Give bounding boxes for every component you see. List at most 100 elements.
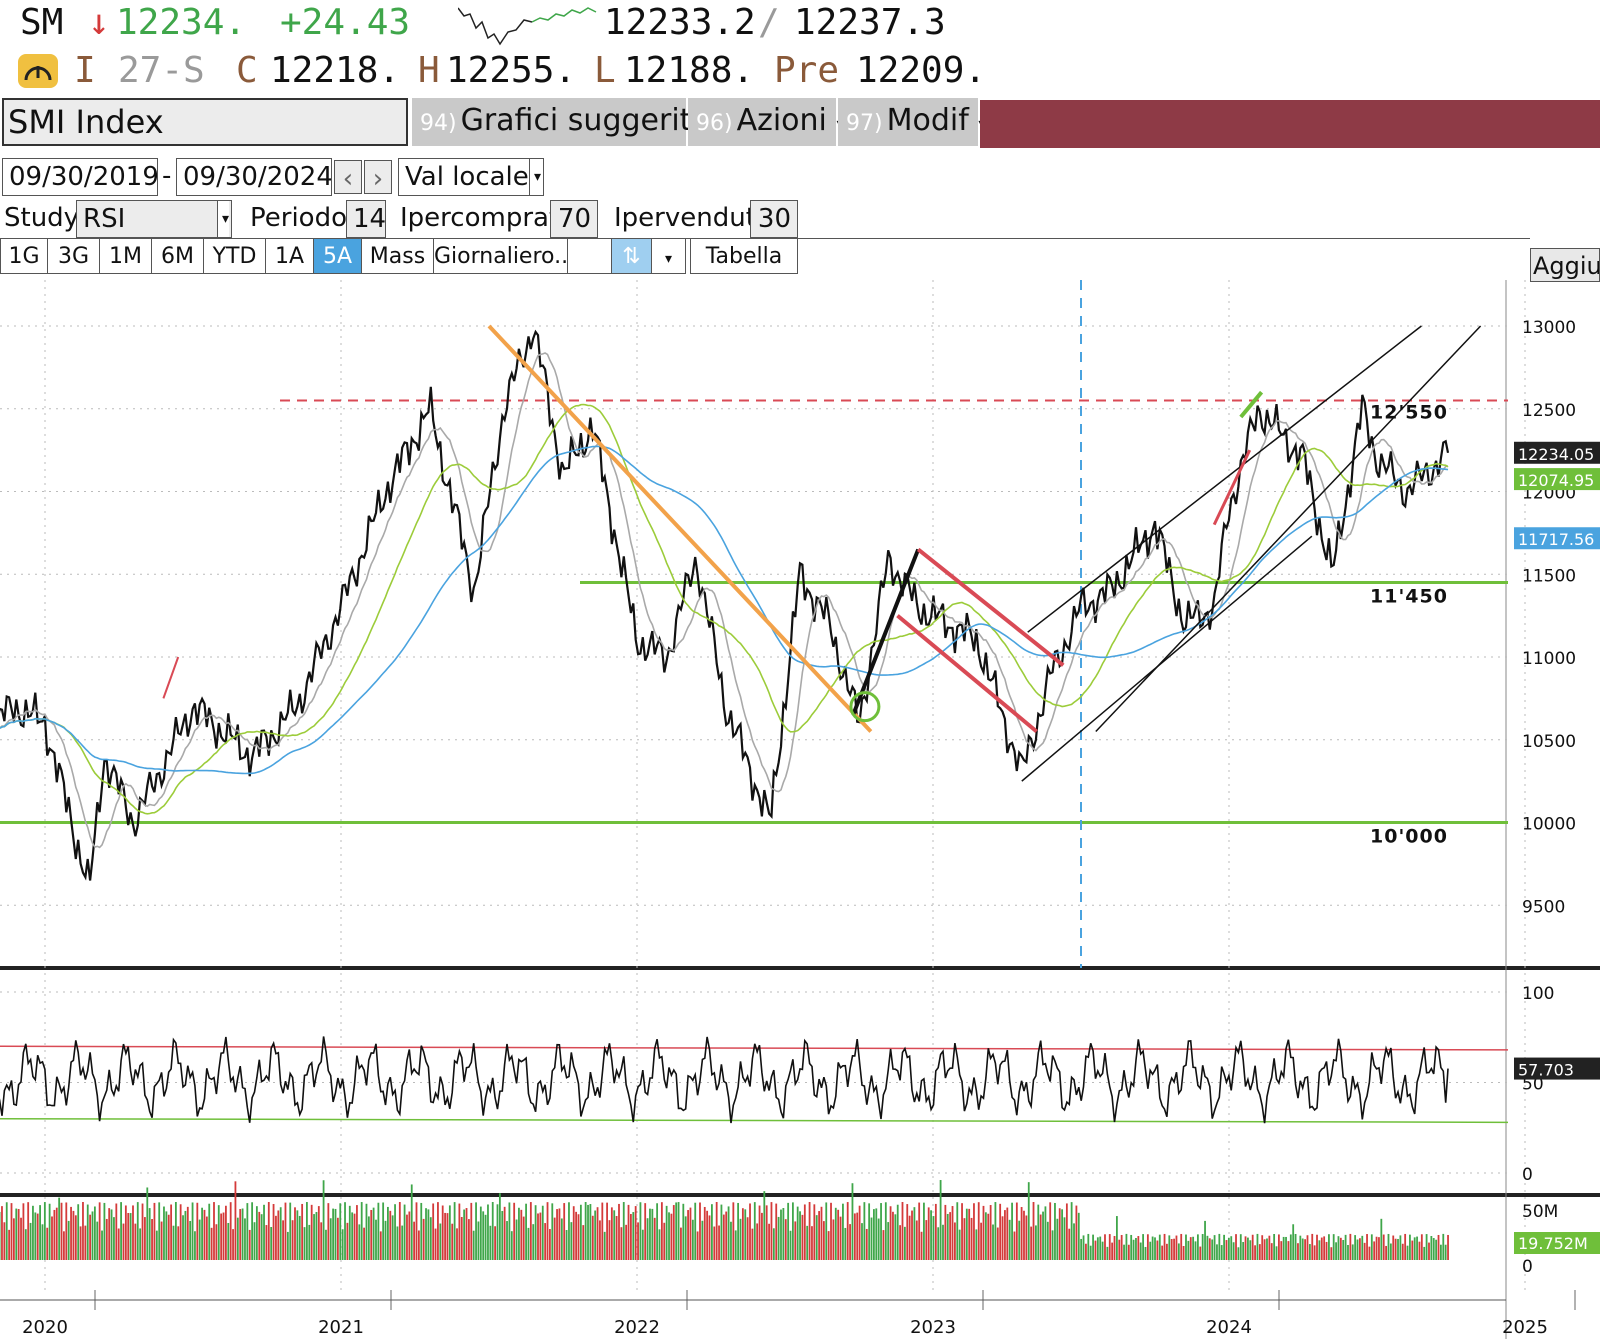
volume-bar bbox=[796, 1206, 799, 1260]
tab-table[interactable]: Tabella bbox=[690, 238, 798, 274]
volume-bar bbox=[1023, 1210, 1025, 1260]
start-date-field[interactable]: 09/30/2019▭ bbox=[2, 158, 158, 196]
volume-bar bbox=[1361, 1235, 1364, 1260]
volume-bar bbox=[260, 1214, 263, 1260]
volume-bar bbox=[842, 1203, 844, 1260]
volume-bar bbox=[772, 1228, 775, 1260]
tab-mass[interactable]: Mass bbox=[362, 238, 434, 274]
volume-bar bbox=[65, 1202, 68, 1260]
volume-bar bbox=[1225, 1240, 1228, 1260]
update-button[interactable]: Aggiun bbox=[1530, 248, 1600, 282]
volume-bar bbox=[718, 1225, 720, 1260]
volume-bar bbox=[370, 1209, 373, 1260]
volume-bar bbox=[625, 1224, 628, 1260]
flag-pole bbox=[1239, 390, 1264, 419]
price-tick-label: 9500 bbox=[1522, 897, 1565, 917]
volume-bar bbox=[944, 1204, 947, 1260]
volume-bar bbox=[982, 1205, 985, 1260]
volume-bar bbox=[515, 1219, 518, 1260]
chevron-left-icon[interactable]: ‹ bbox=[334, 160, 362, 194]
volume-bar bbox=[703, 1206, 706, 1260]
volume-bar bbox=[892, 1211, 894, 1260]
tab-1m[interactable]: 1M bbox=[100, 238, 152, 274]
speedometer-icon[interactable] bbox=[18, 54, 58, 88]
volume-bar bbox=[251, 1202, 254, 1260]
oversold-field[interactable]: 30 bbox=[750, 200, 798, 238]
chart-area: 1300012500120001150011000105001000095001… bbox=[0, 280, 1600, 1339]
bull-channel-lower bbox=[1021, 535, 1313, 782]
volume-bar bbox=[1399, 1235, 1402, 1260]
end-date-field[interactable]: 09/30/2024▭ bbox=[176, 158, 332, 196]
volume-bar bbox=[765, 1205, 768, 1260]
security-field[interactable]: SMI Index bbox=[2, 98, 408, 146]
tab-blank[interactable] bbox=[568, 238, 612, 274]
chevron-right-icon[interactable]: › bbox=[364, 160, 392, 194]
ma-short-line bbox=[0, 352, 1449, 849]
bid-ask-separator: / bbox=[758, 2, 780, 43]
level-label: 10'000 bbox=[1370, 826, 1448, 848]
volume-bar bbox=[1008, 1219, 1011, 1260]
volume-bar bbox=[1439, 1244, 1442, 1260]
volume-bar bbox=[544, 1223, 547, 1260]
volume-bar bbox=[422, 1218, 425, 1260]
volume-bar bbox=[263, 1204, 265, 1260]
volume-bar bbox=[1075, 1205, 1078, 1260]
volume-bar bbox=[1239, 1234, 1242, 1260]
volume-bar bbox=[1058, 1208, 1061, 1260]
overbought-field[interactable]: 70 bbox=[550, 200, 598, 238]
volume-bar bbox=[556, 1209, 558, 1260]
tab-style-dropdown[interactable]: ▾ bbox=[652, 238, 686, 274]
volume-bar bbox=[1192, 1236, 1195, 1260]
volume-bar bbox=[1261, 1235, 1264, 1260]
volume-bar bbox=[1054, 1202, 1056, 1260]
volume-bar bbox=[301, 1203, 304, 1260]
volume-bar bbox=[1347, 1245, 1349, 1260]
volume-bar bbox=[275, 1215, 277, 1260]
volume-bar bbox=[1049, 1202, 1052, 1260]
chevron-down-icon: ▾ bbox=[664, 251, 673, 267]
tab-1a[interactable]: 1A bbox=[266, 238, 314, 274]
menu-modify[interactable]: 97)Modif ▾ bbox=[838, 98, 987, 146]
volume-bar bbox=[148, 1208, 151, 1260]
volume-bar bbox=[387, 1206, 389, 1260]
volume-bar bbox=[320, 1222, 323, 1260]
volume-bar bbox=[1356, 1239, 1359, 1260]
study-select[interactable]: RSI ▾ bbox=[76, 200, 232, 238]
volume-bar bbox=[67, 1220, 70, 1260]
menu-actions[interactable]: 96)Azioni ▾ bbox=[688, 98, 845, 146]
volume-bar bbox=[8, 1229, 11, 1260]
period-field[interactable]: 14 bbox=[346, 200, 386, 238]
volume-bar bbox=[1227, 1237, 1230, 1260]
volume-bar bbox=[363, 1227, 365, 1260]
volume-bar bbox=[379, 1231, 382, 1260]
volume-bar bbox=[255, 1206, 258, 1260]
menu-suggested-charts[interactable]: 94)Grafici suggeriti ▾ bbox=[412, 98, 718, 146]
tab-chart-style[interactable]: ⇅ bbox=[612, 238, 652, 274]
tab-frequency[interactable]: Giornaliero... bbox=[434, 238, 568, 274]
volume-bar bbox=[339, 1203, 342, 1260]
volume-bar bbox=[508, 1202, 511, 1260]
volume-bar bbox=[1425, 1234, 1428, 1260]
volume-bar bbox=[191, 1202, 194, 1260]
tab-ytd[interactable]: YTD bbox=[204, 238, 266, 274]
currency-select[interactable]: Val locale ▾ bbox=[398, 158, 544, 196]
volume-bar bbox=[51, 1216, 53, 1260]
volume-bar bbox=[582, 1225, 585, 1260]
volume-bar bbox=[113, 1217, 115, 1260]
volume-bar bbox=[992, 1224, 994, 1260]
tab-5a[interactable]: 5A bbox=[314, 238, 362, 274]
volume-bar bbox=[1032, 1202, 1035, 1260]
chevron-down-icon: ▾ bbox=[216, 201, 229, 237]
volume-bar bbox=[267, 1202, 270, 1260]
volume-last-label: 19.752M bbox=[1518, 1234, 1588, 1253]
volume-bar bbox=[201, 1207, 203, 1260]
tab-1g[interactable]: 1G bbox=[0, 238, 48, 274]
volume-bar bbox=[377, 1202, 380, 1260]
volume-bar bbox=[153, 1202, 156, 1260]
volume-bar bbox=[203, 1209, 206, 1260]
tab-6m[interactable]: 6M bbox=[152, 238, 204, 274]
volume-bar bbox=[534, 1205, 537, 1260]
volume-bar bbox=[1320, 1237, 1323, 1260]
tab-3g[interactable]: 3G bbox=[48, 238, 100, 274]
volume-bar bbox=[1011, 1202, 1013, 1260]
